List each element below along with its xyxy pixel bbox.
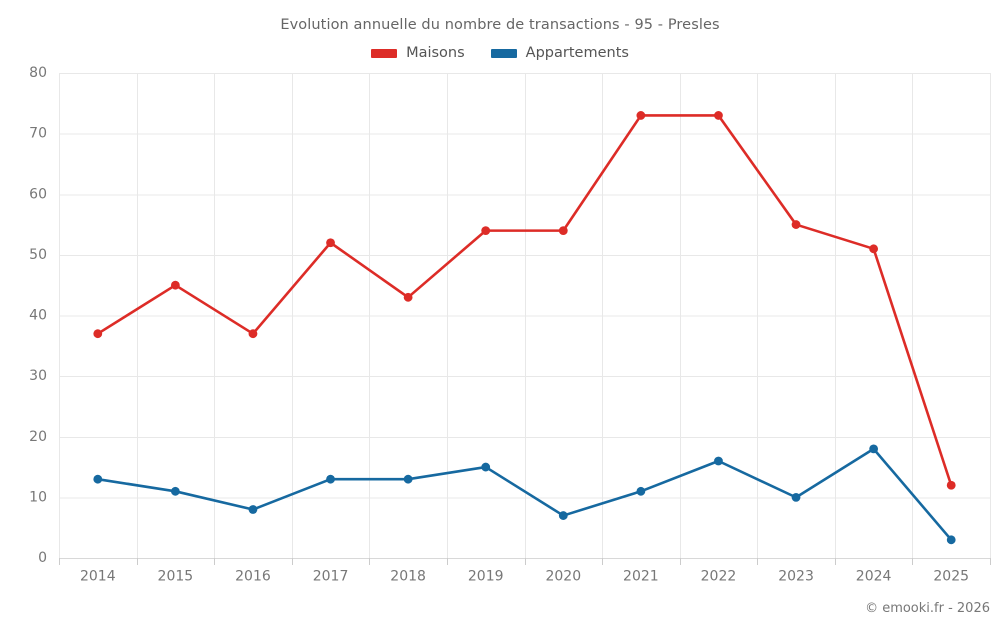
data-point-appartements-2022[interactable] [714,456,723,466]
data-point-appartements-2015[interactable] [170,486,180,496]
data-point-maisons-2022[interactable] [714,111,723,120]
xtick-label: 2015 [158,569,194,585]
xtick-label: 2014 [80,569,116,585]
legend-label-appartements: Appartements [525,45,629,61]
data-point-appartements-2014[interactable] [93,474,103,484]
series-line-maisons [96,114,953,487]
ytick-label: 30 [29,368,47,384]
xtick-label: 2025 [933,569,969,585]
data-point-maisons-2021[interactable] [636,111,646,120]
data-point-maisons-2024[interactable] [869,244,879,254]
legend-swatch-maisons [371,48,398,58]
ytick-label: 40 [29,308,47,324]
data-point-maisons-2017[interactable] [326,238,335,248]
ytick-label: 10 [29,489,47,505]
x-axis-ticks: 2014 2015 2016 2017 2018 2019 2020 2021 2022 2023… [59,558,991,585]
data-point-maisons-2020[interactable] [558,226,568,236]
xtick-label: 2021 [623,569,659,585]
data-point-appartements-2020[interactable] [558,511,568,520]
chart-title: Evolution annuelle du nombre de transact… [280,17,720,33]
data-point-appartements-2017[interactable] [326,474,335,484]
data-point-appartements-2018[interactable] [403,474,413,484]
data-point-appartements-2021[interactable] [636,486,646,496]
data-point-maisons-2015[interactable] [170,280,180,290]
legend-item-maisons[interactable]: Maisons [371,45,465,61]
legend-swatch-appartements [490,48,517,58]
ytick-label: 50 [29,247,47,263]
xtick-label: 2018 [390,569,426,585]
grid-lines: 0 10 20 30 40 50 60 70 80 [29,65,991,566]
xtick-label: 2017 [313,569,349,585]
data-point-appartements-2016[interactable] [248,505,258,514]
legend-label-maisons: Maisons [406,45,465,61]
series-maisons [93,111,956,490]
xtick-label: 2023 [778,569,814,585]
ytick-label: 70 [29,126,47,142]
series-appartements [93,444,956,545]
chart-legend: Maisons Appartements [0,45,1000,61]
data-point-maisons-2023[interactable] [791,220,801,229]
ytick-label: 0 [38,550,47,566]
data-point-maisons-2016[interactable] [248,329,258,339]
data-point-maisons-2025[interactable] [946,480,956,490]
series-line-appartements [96,447,953,542]
data-point-appartements-2025[interactable] [946,535,956,545]
ytick-label: 80 [29,65,47,81]
data-point-maisons-2014[interactable] [93,329,103,339]
xtick-label: 2019 [468,569,504,585]
data-point-maisons-2018[interactable] [403,292,413,302]
data-point-appartements-2023[interactable] [791,492,801,502]
xtick-label: 2016 [235,569,271,585]
ytick-label: 60 [29,186,47,202]
data-point-maisons-2019[interactable] [481,226,491,236]
copyright-credit: © emooki.fr - 2026 [865,601,990,616]
data-point-appartements-2024[interactable] [869,444,879,454]
data-point-appartements-2019[interactable] [481,462,491,472]
xtick-label: 2024 [856,569,892,585]
ytick-label: 20 [29,429,47,445]
legend-item-appartements[interactable]: Appartements [490,45,629,61]
xtick-label: 2020 [545,569,581,585]
xtick-label: 2022 [701,569,737,585]
